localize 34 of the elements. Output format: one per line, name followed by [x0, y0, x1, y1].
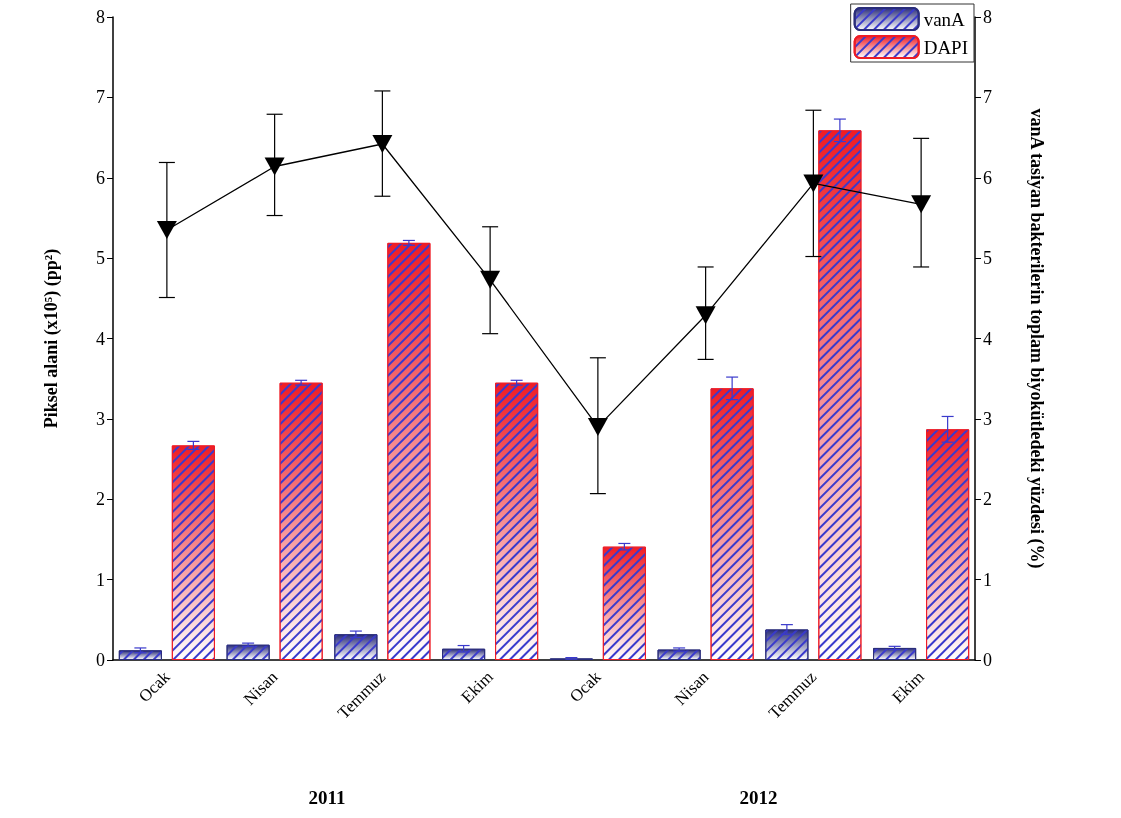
- y-tick-label: 5: [96, 248, 105, 269]
- y2-tick-label: 3: [983, 408, 992, 429]
- point: [480, 270, 501, 289]
- y-tick-label: 4: [96, 328, 105, 349]
- x-tick-label: Ocak: [565, 666, 605, 707]
- point: [911, 195, 932, 214]
- y-tick-label: 3: [96, 408, 105, 429]
- y2-tick-label: 4: [983, 328, 992, 349]
- y-tick-label: 2: [96, 489, 105, 510]
- y2-tick-label: 5: [983, 248, 992, 269]
- y-axis-title: Piksel alani (x10⁵) (pp²): [41, 248, 62, 429]
- text: 2012: [739, 787, 778, 808]
- point: [264, 157, 285, 176]
- y-tick-label: 1: [96, 569, 105, 590]
- legend-label: DAPI: [923, 36, 969, 58]
- y-tick-label: 6: [96, 167, 105, 188]
- y-tick-label: 7: [96, 87, 105, 108]
- y2-axis-title: vanA tasiyan bakterilerin toplam biyokütledeki yüzdesi (%): [1026, 108, 1047, 569]
- y2-tick-label: 7: [983, 87, 992, 108]
- point: [156, 220, 177, 239]
- point: [695, 306, 716, 325]
- point: [803, 174, 824, 193]
- y2-tick-label: 6: [983, 167, 992, 188]
- y-tick-label: 0: [96, 650, 105, 670]
- x-tick-label: Ocak: [134, 666, 174, 707]
- point: [372, 134, 393, 153]
- point: [587, 417, 608, 436]
- y2-tick-label: 2: [983, 489, 992, 510]
- text: 2011: [308, 787, 346, 808]
- legend-label: vanA: [923, 8, 966, 30]
- y2-tick-label: 0: [983, 650, 992, 670]
- y2-tick-label: 8: [983, 7, 992, 27]
- y-tick-label: 8: [96, 7, 105, 27]
- y2-tick-label: 1: [983, 569, 992, 590]
